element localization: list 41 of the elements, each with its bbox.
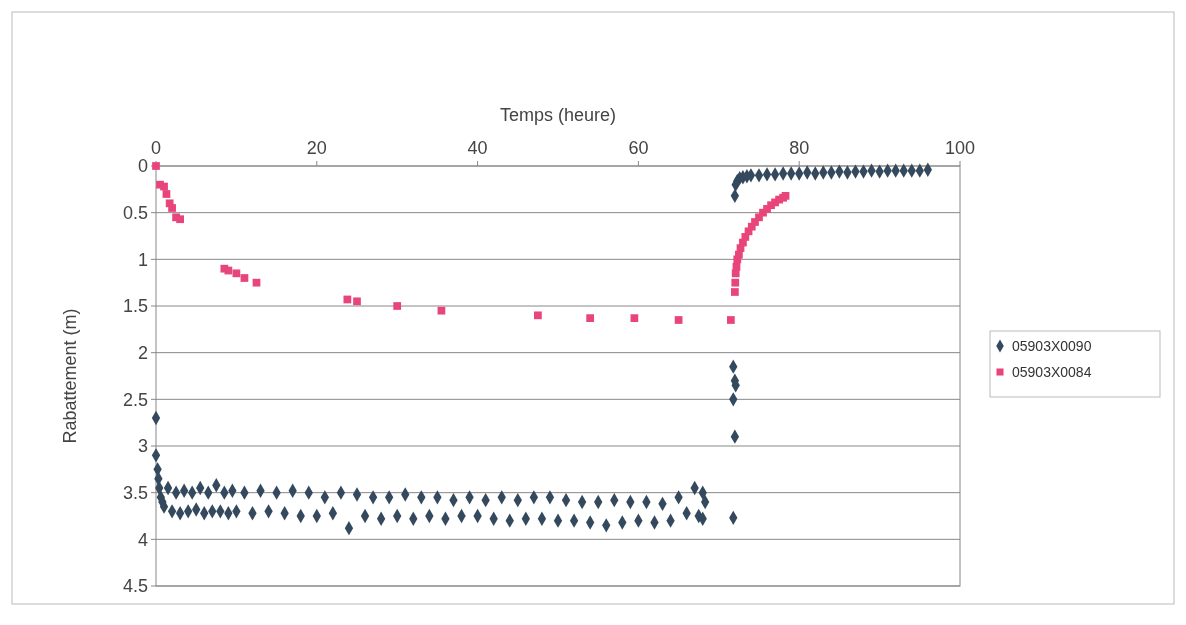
point <box>731 288 739 296</box>
y-tick-label: 4 <box>137 529 148 550</box>
point <box>534 311 542 320</box>
point <box>168 204 176 212</box>
point <box>353 297 361 306</box>
x-axis-title: Temps (heure) <box>499 105 617 125</box>
y-tick-label: 1.5 <box>122 296 148 317</box>
point <box>160 182 168 191</box>
point <box>252 278 261 287</box>
y-tick-label: 2.5 <box>122 389 148 410</box>
point <box>630 314 639 323</box>
y-tick-label: 0 <box>137 156 148 177</box>
x-tick-label: 20 <box>306 138 327 158</box>
point <box>240 274 249 282</box>
point <box>731 278 740 287</box>
y-axis-title: Rabattement (m) <box>60 308 80 444</box>
point <box>726 316 735 324</box>
x-tick-label: 100 <box>944 138 976 158</box>
point <box>224 266 233 275</box>
point <box>343 295 352 304</box>
x-tick-label: 40 <box>467 138 488 158</box>
y-tick-label: 4.5 <box>122 576 148 597</box>
x-tick-label: 60 <box>628 138 649 158</box>
x-tick-label: 80 <box>789 138 810 158</box>
point <box>162 190 171 198</box>
y-tick-label: 0.5 <box>122 202 148 223</box>
legend-label: 05903X0084 <box>1012 363 1092 380</box>
point <box>232 269 241 278</box>
y-tick-label: 3.5 <box>122 482 148 503</box>
point <box>393 302 402 310</box>
point <box>735 250 743 259</box>
x-tick-label: 0 <box>150 138 162 158</box>
y-tick-label: 1 <box>137 249 148 270</box>
point <box>674 316 683 324</box>
point <box>732 262 741 271</box>
legend-label: 05903X0090 <box>1012 337 1092 354</box>
y-tick-label: 3 <box>137 436 148 457</box>
y-tick-label: 2 <box>137 342 148 363</box>
point <box>176 215 184 224</box>
point <box>437 306 446 315</box>
point <box>586 314 595 323</box>
